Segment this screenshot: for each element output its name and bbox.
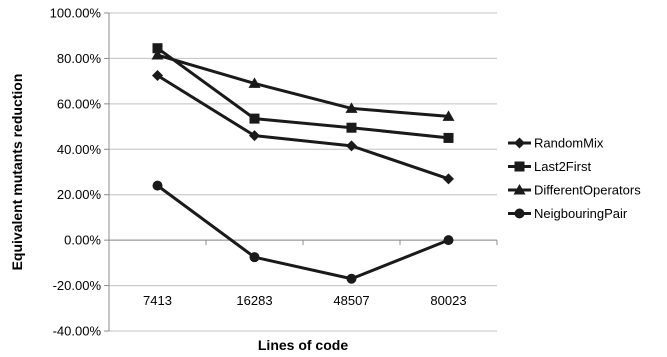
x-tick-label: 16283: [236, 293, 272, 308]
series-differentoperators: [151, 49, 455, 121]
data-point-triangle: [345, 102, 358, 113]
legend-item: NeigbouringPair: [508, 206, 628, 221]
legend-label: RandomMix: [534, 136, 604, 151]
series-line: [156, 46, 449, 140]
data-point-square: [346, 122, 357, 133]
y-tick-labels: -40.00% -20.00% 0.00% 20.00% 40.00% 60.00% 80.…: [50, 6, 102, 339]
x-tick-label: 80023: [430, 293, 466, 308]
legend-label: NeigbouringPair: [534, 206, 628, 221]
series-randommix: [152, 69, 454, 185]
axes: [104, 12, 498, 332]
legend-label: Last2First: [534, 159, 591, 174]
series-line: [156, 184, 450, 281]
data-point-square: [443, 132, 454, 143]
legend-marker-circle: [514, 208, 525, 219]
data-point-triangle: [442, 110, 455, 121]
data-point-circle: [249, 252, 260, 263]
y-tick-label: 40.00%: [57, 142, 102, 157]
data-point-diamond: [249, 130, 260, 142]
data-point-diamond: [443, 173, 454, 185]
legend: RandomMix Last2First DifferentOperators Nei…: [508, 136, 641, 221]
y-tick-label: 60.00%: [57, 96, 102, 111]
legend-marker-square: [514, 161, 525, 172]
x-tick-label: 48507: [333, 293, 369, 308]
series-last2first: [152, 43, 454, 143]
x-tick-label: 7413: [143, 293, 172, 308]
data-point-circle: [346, 273, 357, 284]
series-line: [157, 53, 449, 118]
y-tick-label: -40.00%: [53, 324, 102, 339]
legend-item: RandomMix: [508, 136, 604, 151]
y-tick-label: -20.00%: [53, 278, 102, 293]
data-point-triangle: [248, 77, 261, 88]
legend-marker-triangle: [513, 184, 526, 195]
data-point-diamond: [346, 140, 357, 152]
y-tick-label: 0.00%: [64, 233, 101, 248]
y-tick-label: 100.00%: [50, 6, 102, 21]
data-point-triangle: [151, 49, 164, 60]
x-tick-labels: 7413 16283 48507 80023: [143, 293, 467, 308]
legend-label: DifferentOperators: [534, 183, 641, 198]
legend-marker-diamond: [514, 137, 525, 149]
series-line: [156, 74, 449, 181]
gridlines: [109, 12, 497, 332]
data-point-diamond: [152, 69, 163, 81]
data-point-circle: [443, 235, 454, 246]
x-axis-title: Lines of code: [258, 337, 348, 353]
data-point-square: [249, 113, 260, 124]
data-point-square: [152, 43, 163, 54]
y-tick-label: 80.00%: [57, 51, 102, 66]
y-axis-title: Equivalent mutants reduction: [9, 74, 25, 271]
data-point-circle: [152, 180, 163, 191]
y-tick-label: 20.00%: [57, 187, 102, 202]
legend-item: DifferentOperators: [508, 183, 641, 198]
legend-item: Last2First: [508, 159, 591, 174]
series-lines: [151, 43, 455, 284]
series-neigbouringpair: [152, 180, 454, 284]
